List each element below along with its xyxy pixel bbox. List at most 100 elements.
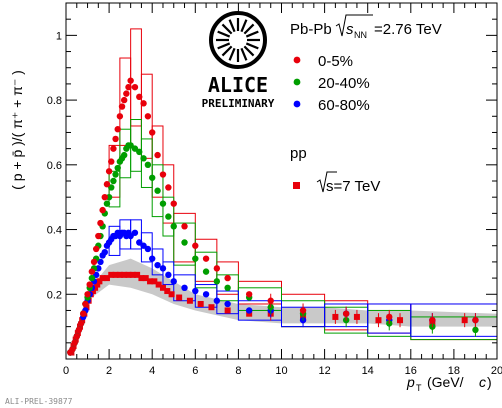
data-point-0-5 [127, 77, 134, 84]
sqrt-icon [316, 171, 337, 193]
data-point-pp [332, 313, 339, 320]
data-point-60-80 [181, 284, 188, 291]
data-point-0-5 [213, 265, 221, 272]
alice-logo-spoke [245, 42, 259, 50]
x-tick-label: 14 [362, 365, 374, 377]
x-axis-title-unit-italic: c [479, 374, 486, 390]
legend-marker-20-40 [293, 78, 301, 86]
data-point-20-40 [154, 187, 161, 194]
data-point-60-80 [202, 291, 210, 298]
alice-logo-spoke [221, 23, 233, 35]
alice-logo-spokes-icon [216, 18, 260, 62]
y-tick-label: 0.6 [47, 160, 62, 172]
data-point-pp [103, 275, 110, 282]
alice-logo-spoke [240, 47, 248, 61]
logo-text: ALICE [208, 73, 268, 97]
data-point-pp [142, 275, 149, 282]
data-point-20-40 [144, 161, 152, 169]
logo-subtext: PRELIMINARY [202, 97, 275, 110]
data-point-20-40 [110, 177, 117, 185]
legend-pp-header: pp [290, 145, 307, 162]
x-axis-title-unit: (GeV/ [427, 374, 464, 390]
data-point-20-40 [120, 151, 128, 159]
data-point-pp [99, 275, 106, 282]
data-point-pp [74, 330, 81, 337]
data-point-0-5 [99, 206, 106, 214]
data-point-0-5 [224, 274, 231, 282]
data-point-0-5 [95, 232, 102, 240]
data-point-0-5 [170, 200, 177, 207]
data-point-pp [186, 297, 193, 304]
alice-logo-spoke [228, 19, 236, 33]
data-point-pp [147, 278, 154, 285]
data-point-0-5 [82, 300, 89, 308]
data-point-0-5 [299, 307, 307, 314]
data-point-0-5 [125, 83, 132, 91]
data-point-60-80 [101, 249, 108, 256]
data-point-0-5 [75, 326, 83, 334]
data-point-0-5 [71, 339, 78, 347]
data-point-20-40 [112, 171, 119, 178]
x-tick-label: 18 [448, 365, 460, 377]
data-point-0-5 [245, 291, 253, 298]
data-point-pp [92, 284, 99, 291]
data-point-0-5 [181, 223, 188, 230]
x-tick-label: 4 [149, 365, 155, 377]
data-point-pp [224, 307, 231, 314]
data-point-pp [96, 278, 103, 285]
alice-logo-spoke [228, 47, 236, 61]
data-point-60-80 [213, 297, 221, 304]
data-point-pp [164, 288, 171, 295]
data-point-20-40 [170, 223, 177, 230]
alice-logo-spoke [221, 45, 233, 57]
data-point-pp [70, 343, 77, 350]
systematic-box [151, 164, 164, 218]
data-point-0-5 [73, 333, 80, 340]
data-point-60-80 [245, 307, 253, 314]
legend-label-20-40: 20-40% [318, 75, 370, 92]
data-point-pp [397, 317, 404, 324]
data-point-pp [116, 271, 123, 278]
y-tick-label: 1 [56, 30, 62, 42]
data-point-20-40 [149, 174, 156, 181]
data-point-pp [108, 271, 115, 278]
data-point-pp [89, 288, 96, 295]
legend-marker-0-5 [293, 56, 301, 64]
data-point-pp [129, 271, 136, 278]
legend-marker-pp [293, 182, 300, 189]
legend-energy-sub: NN [354, 30, 367, 40]
alice-logo: ALICE PRELIMINARY [202, 11, 275, 110]
data-point-60-80 [165, 271, 172, 279]
data-point-0-5 [123, 90, 130, 97]
legend: Pb-Pb s NN =2.76 TeV 0-5% 20-40% 60-80% … [290, 14, 442, 195]
data-point-0-5 [108, 158, 115, 165]
data-point-pp [155, 281, 162, 288]
watermark-label: ALI-PREL-39877 [5, 397, 73, 406]
plot-area: 0 2 4 6 8 10 12 14 16 18 20 0.2 0.4 0.6 0.8 1 [47, 2, 502, 377]
data-point-60-80 [154, 261, 161, 269]
x-tick-label: 2 [106, 365, 112, 377]
systematic-box [173, 212, 196, 263]
legend-pp-energy: s=7 TeV [326, 178, 380, 195]
data-point-60-80 [159, 265, 167, 272]
data-point-pp [461, 317, 468, 324]
y-tick-label: 0.4 [47, 225, 62, 237]
data-point-20-40 [159, 200, 167, 207]
data-point-pp [197, 300, 204, 307]
systematic-box [130, 28, 142, 127]
systematic-box [140, 73, 153, 159]
x-axis-title-main: p [406, 374, 415, 390]
data-point-pp [125, 271, 132, 278]
data-point-0-5 [112, 135, 119, 143]
alice-logo-spoke [245, 30, 259, 38]
data-point-pp [246, 310, 253, 317]
x-tick-label: 16 [405, 365, 417, 377]
alice-logo-spoke [217, 30, 231, 38]
data-point-0-5 [105, 168, 113, 175]
data-point-20-40 [192, 255, 199, 262]
data-point-0-5 [118, 103, 126, 110]
legend-label-60-80: 60-80% [318, 97, 370, 114]
data-point-0-5 [165, 184, 172, 191]
data-point-0-5 [84, 291, 91, 298]
data-point-pp [353, 313, 360, 320]
